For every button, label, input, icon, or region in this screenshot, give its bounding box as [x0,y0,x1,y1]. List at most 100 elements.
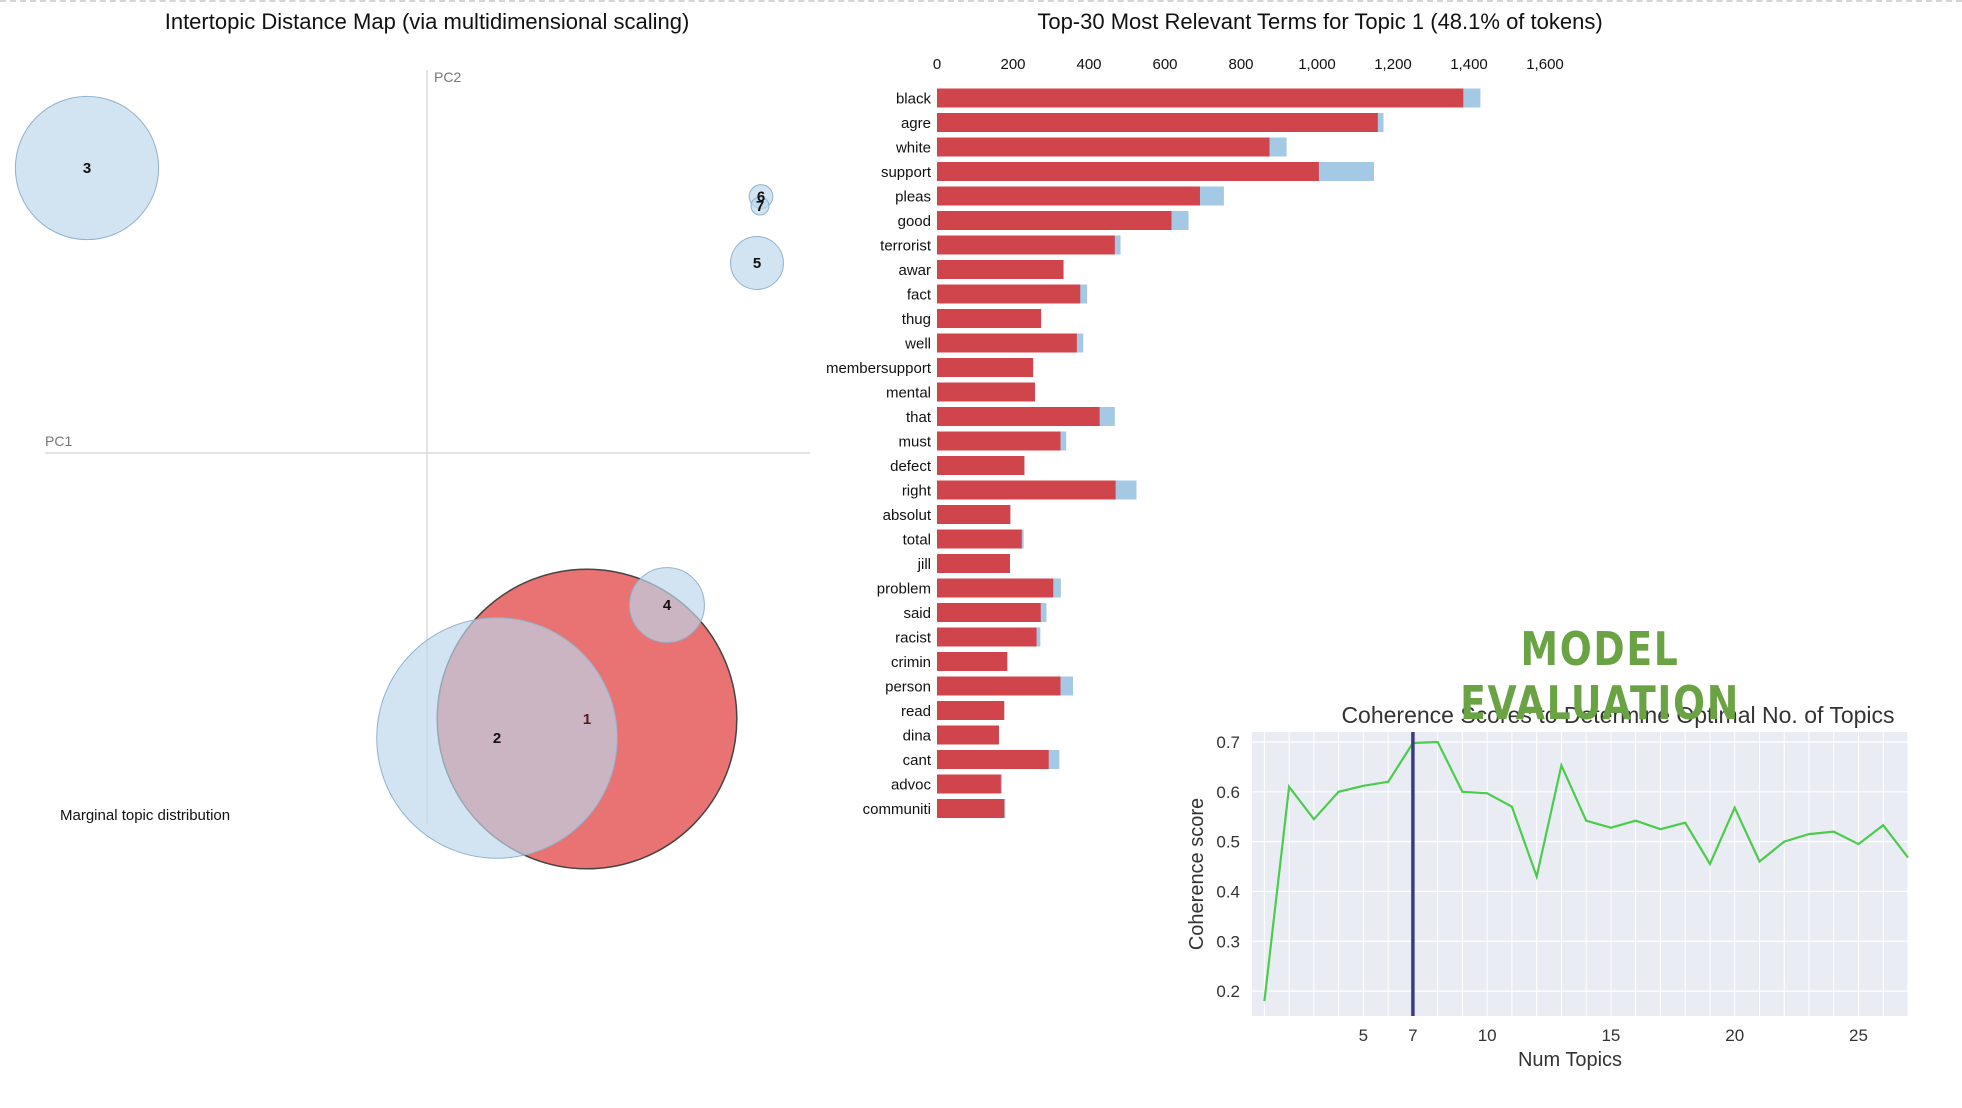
topic-bar-cant [937,750,1049,769]
bar-x-tick: 1,600 [1526,56,1564,73]
topic-bar-said [937,603,1041,622]
term-label-defect: defect [890,458,932,475]
coherence-plot-area [1252,732,1908,1016]
coherence-x-tick: 10 [1478,1026,1497,1045]
pc1-axis-label: PC1 [45,433,72,449]
term-label-agre: agre [901,115,931,132]
coherence-series-line [1263,740,1909,1002]
term-label-communiti: communiti [863,801,931,818]
term-label-absolut: absolut [883,507,932,524]
topic-bar-well [937,333,1077,353]
topic-bar-crimin [937,652,1008,671]
term-label-mental: mental [886,385,931,402]
topic-bar-read [937,701,1005,720]
term-label-white: white [895,140,931,157]
term-label-problem: problem [877,581,931,598]
topic-bar-jill [937,554,1010,573]
term-label-pleas: pleas [895,189,931,206]
topic-bubble-3 [14,95,160,241]
term-label-membersupport: membersupport [826,360,932,377]
term-label-cant: cant [903,752,932,769]
term-label-read: read [901,703,931,720]
topic-bar-good [937,211,1172,230]
coherence-title: Coherence Scores to Determine Optimal No… [1341,702,1894,728]
coherence-y-tick: 0.5 [1216,833,1240,852]
topic-bar-defect [937,456,1025,475]
topic-bar-must [937,431,1061,451]
bar-x-tick: 0 [933,56,941,73]
topic-bar-communiti [937,799,1005,818]
term-label-must: must [898,434,931,451]
topic-bar-thug [937,309,1042,328]
term-label-good: good [898,213,931,230]
term-label-advoc: advoc [891,777,932,794]
term-label-jill: jill [917,556,931,573]
term-label-terrorist: terrorist [880,238,932,255]
intertopic-map: PC2 PC1 1 2 3 4 5 67 Marginal topic distribut… [14,69,810,870]
topic-bar-total [937,529,1022,549]
topic-bar-that [937,407,1100,426]
topic-bar-advoc [937,774,1001,794]
topic-bubble-7 [750,196,770,216]
topic-bar-problem [937,578,1054,598]
topic-label-1: 1 [583,711,591,728]
coherence-x-tick: 25 [1849,1026,1868,1045]
coherence-y-tick: 0.3 [1216,932,1240,951]
topic-bar-right [937,480,1116,500]
coherence-x-tick: 15 [1601,1026,1620,1045]
topic-bubble-2 [376,617,618,859]
term-label-fact: fact [907,287,932,304]
topic-bar-black [937,88,1464,108]
bar-x-tick: 600 [1152,56,1177,73]
topic-bar-white [937,137,1270,157]
topic-label-5: 5 [753,255,761,272]
coherence-y-tick: 0.2 [1216,982,1240,1001]
pc2-axis-label: PC2 [434,69,461,85]
term-label-support: support [881,164,932,181]
term-label-racist: racist [895,630,932,647]
topic-bar-person [937,676,1061,696]
model-evaluation-banner: MODEL EVALUATION [1460,622,1740,730]
bar-x-tick: 200 [1000,56,1025,73]
topic-bar-agre [937,113,1378,132]
bar-x-tick: 800 [1228,56,1253,73]
bar-x-tick: 1,000 [1298,56,1336,73]
topic-bubble-4 [629,567,705,643]
term-label-crimin: crimin [891,654,931,671]
topic-bubbles: 1 2 3 4 5 67 [14,95,784,870]
term-label-that: that [906,409,932,426]
coherence-x-tick: 7 [1408,1026,1417,1045]
bar-x-tick: 1,400 [1450,56,1488,73]
marginal-topic-label: Marginal topic distribution [60,807,230,824]
coherence-x-tick: 5 [1359,1026,1368,1045]
bar-chart-title: Top-30 Most Relevant Terms for Topic 1 (… [1037,9,1602,34]
bar-x-tick: 1,200 [1374,56,1412,73]
topic-bar-mental [937,382,1036,402]
topic-label-7: 7 [756,198,764,215]
term-bar-chart: 0 200 400 600 800 1,000 1,200 1,400 1,600 black ag… [826,56,1564,818]
term-label-awar: awar [898,262,931,279]
term-label-total: total [903,532,931,549]
topic-bar-awar [937,260,1064,279]
coherence-chart: 0.2 0.3 0.4 0.5 0.6 0.7 5 7 10 15 20 25 Coherence sc… [1186,732,1909,1071]
topic-label-3: 3 [83,160,91,177]
coherence-x-axis-label: Num Topics [1518,1049,1622,1071]
term-label-black: black [896,91,932,108]
topic-bar-racist [937,627,1037,647]
term-label-well: well [904,336,931,353]
term-label-dina: dina [903,728,932,745]
topic-bar-membersupport [937,358,1034,377]
coherence-y-tick: 0.7 [1216,733,1240,752]
topic-label-2: 2 [493,730,501,747]
map-title: Intertopic Distance Map (via multidimens… [165,9,690,34]
coherence-y-tick: 0.4 [1216,882,1240,901]
topic-label-4: 4 [663,597,672,614]
coherence-y-axis-label: Coherence score [1186,798,1208,950]
topic-bar-fact [937,284,1081,304]
topic-bar-pleas [937,186,1200,206]
coherence-y-tick: 0.6 [1216,783,1240,802]
topic-bar-terrorist [937,235,1115,255]
topic-bar-dina [937,725,999,745]
